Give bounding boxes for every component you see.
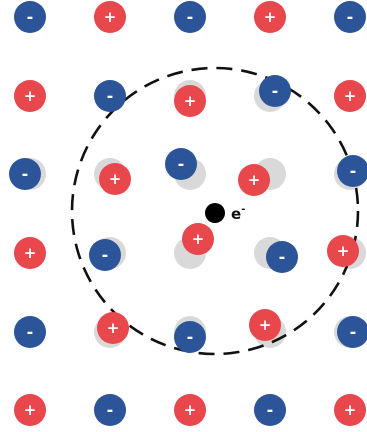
positive-ion-r3c4: +	[327, 235, 359, 267]
positive-ion-r3c2: +	[182, 223, 214, 255]
negative-ion-label: -	[350, 323, 357, 342]
positive-ion-label: +	[248, 171, 261, 189]
positive-ion-r5c2: +	[174, 394, 206, 426]
negative-ion-r0c4: -	[334, 1, 366, 33]
positive-ion-label: +	[192, 230, 205, 248]
negative-ion-r3c1: -	[89, 239, 121, 271]
negative-ion-label: -	[267, 401, 274, 420]
positive-ion-label: +	[24, 244, 37, 262]
negative-ion-label: -	[22, 165, 29, 184]
negative-ion-label: -	[27, 8, 34, 27]
negative-ion-r5c1: -	[94, 394, 126, 426]
polarization-boundary	[70, 66, 360, 356]
positive-ion-body	[254, 1, 286, 33]
negative-ion-body	[337, 316, 367, 348]
positive-ion-body	[94, 1, 126, 33]
positive-ion-r0c3: +	[254, 1, 286, 33]
positive-ion-label: +	[104, 8, 117, 26]
negative-ion-r3c3: -	[266, 241, 298, 273]
positive-ion-label: +	[344, 401, 357, 419]
positive-ion-body	[238, 164, 270, 196]
negative-ion-body	[94, 394, 126, 426]
electron-label-main: e	[231, 205, 241, 223]
equilibrium-positions	[14, 1, 366, 426]
negative-ion-r1c1: -	[94, 80, 126, 112]
positive-ion-body	[14, 237, 46, 269]
positive-ion-r2c1: +	[99, 163, 131, 195]
negative-ion-body	[89, 239, 121, 271]
positive-ion-body	[14, 80, 46, 112]
negative-ion-label: -	[178, 155, 185, 174]
negative-ion-body	[94, 80, 126, 112]
negative-ion-label: -	[187, 328, 194, 347]
negative-ion-body	[334, 1, 366, 33]
positive-ion-body	[334, 80, 366, 112]
positive-ion-label: +	[264, 8, 277, 26]
positive-ion-body	[14, 394, 46, 426]
positive-ion-body	[334, 394, 366, 426]
positive-ion-r0c1: +	[94, 1, 126, 33]
positive-ion-label: +	[107, 319, 120, 337]
negative-ion-r2c4: -	[337, 155, 367, 187]
positive-ion-label: +	[24, 87, 37, 105]
negative-ion-body	[254, 394, 286, 426]
positive-ion-label: +	[337, 242, 350, 260]
negative-ion-body	[337, 155, 367, 187]
negative-ion-label: -	[347, 8, 354, 27]
positive-ion-r1c4: +	[334, 80, 366, 112]
negative-ion-body	[165, 148, 197, 180]
positive-ion-label: +	[184, 92, 197, 110]
positive-ion-r5c4: +	[334, 394, 366, 426]
negative-ion-r0c0: -	[14, 1, 46, 33]
negative-ion-r4c0: -	[14, 316, 46, 348]
negative-ion-label: -	[102, 246, 109, 265]
positive-ion-label: +	[184, 401, 197, 419]
positive-ion-r1c0: +	[14, 80, 46, 112]
negative-ion-body	[174, 1, 206, 33]
negative-ion-label: -	[107, 401, 114, 420]
negative-ion-label: -	[107, 87, 114, 106]
negative-ion-r5c3: -	[254, 394, 286, 426]
positive-ion-body	[97, 312, 129, 344]
negative-ion-body	[14, 316, 46, 348]
negative-ion-r1c3: -	[259, 75, 291, 107]
positive-ion-r4c3: +	[249, 309, 281, 341]
positive-ion-label: +	[344, 87, 357, 105]
negative-ion-body	[9, 158, 41, 190]
negative-ion-body	[259, 75, 291, 107]
negative-ion-label: -	[187, 8, 194, 27]
positive-ion-label: +	[109, 170, 122, 188]
negative-ion-body	[266, 241, 298, 273]
electron-label-superscript: -	[241, 204, 245, 215]
negative-ion-label: -	[272, 82, 279, 101]
negative-ion-label: -	[350, 162, 357, 181]
negative-ion-r4c4: -	[337, 316, 367, 348]
positive-ion-label: +	[259, 316, 272, 334]
positive-ion-r1c2: +	[174, 85, 206, 117]
negative-ion-label: -	[279, 248, 286, 267]
negative-ion-r0c2: -	[174, 1, 206, 33]
ions: - + - + - + - + - + - + - + - + - + - + - + - + - + - + - +	[9, 1, 367, 426]
positive-ion-body	[174, 85, 206, 117]
negative-ion-r4c2: -	[174, 321, 206, 353]
negative-ion-r2c2: -	[165, 148, 197, 180]
positive-ion-body	[249, 309, 281, 341]
positive-ion-body	[99, 163, 131, 195]
positive-ion-r3c0: +	[14, 237, 46, 269]
negative-ion-body	[14, 1, 46, 33]
positive-ion-body	[182, 223, 214, 255]
positive-ion-r5c0: +	[14, 394, 46, 426]
positive-ion-r2c3: +	[238, 164, 270, 196]
electron	[205, 203, 225, 223]
negative-ion-label: -	[27, 323, 34, 342]
positive-ion-body	[174, 394, 206, 426]
positive-ion-r4c1: +	[97, 312, 129, 344]
electron-label: e-	[231, 204, 245, 223]
negative-ion-body	[174, 321, 206, 353]
negative-ion-r2c0: -	[9, 158, 41, 190]
positive-ion-label: +	[24, 401, 37, 419]
positive-ion-body	[327, 235, 359, 267]
